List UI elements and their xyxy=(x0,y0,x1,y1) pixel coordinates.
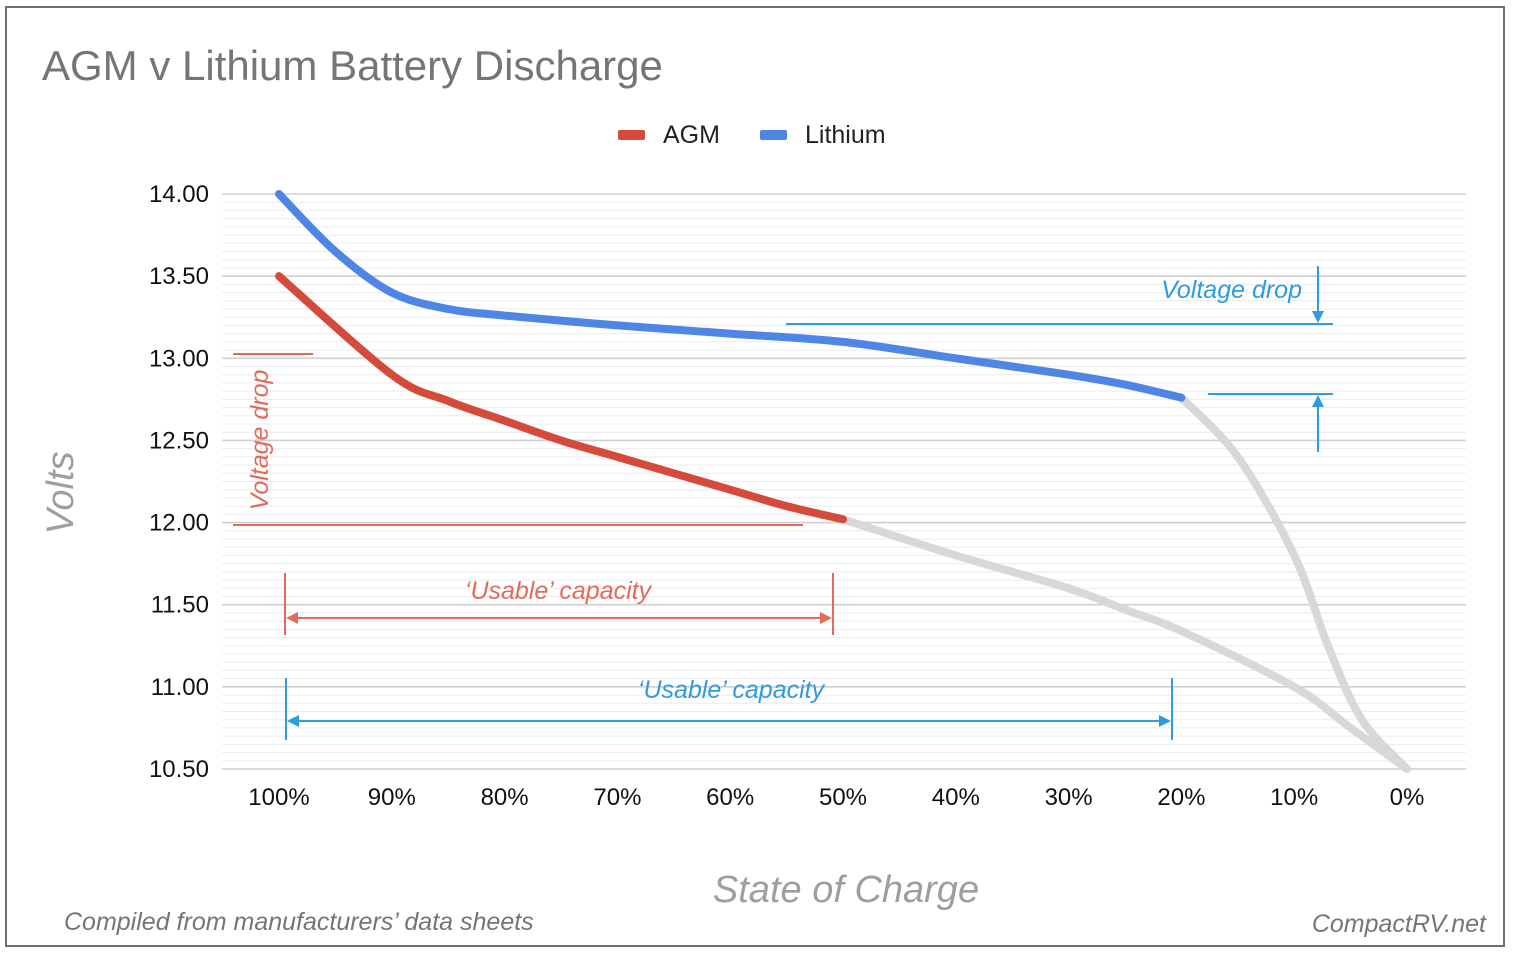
lithium-usable-arrow-left xyxy=(287,715,299,727)
x-axis-title: State of Charge xyxy=(713,869,979,911)
series-agm-line xyxy=(275,272,847,524)
agm-usable-label: ‘Usable’ capacity xyxy=(465,577,653,605)
legend-swatch-agm xyxy=(618,130,645,140)
x-tick-labels: 100% 90% 80% 70% 60% 50% 40% 30% 20% 10% 0% xyxy=(248,784,1424,811)
footer-source: Compiled from manufacturers’ data sheets xyxy=(64,908,534,936)
x-tick-label: 0% xyxy=(1390,784,1425,811)
series-lithium-continuation-line xyxy=(1177,393,1411,773)
lithium-drop-down-arrow-head xyxy=(1312,311,1324,323)
legend-label-agm: AGM xyxy=(663,121,720,149)
y-tick-label: 12.50 xyxy=(149,427,209,454)
agm-voltage-drop-label: Voltage drop xyxy=(246,369,274,510)
chart-title: AGM v Lithium Battery Discharge xyxy=(42,42,663,89)
lithium-voltage-drop-annotation: Voltage drop xyxy=(786,266,1333,452)
legend-swatch-lithium xyxy=(760,130,787,140)
x-tick-label: 50% xyxy=(819,784,867,811)
lithium-usable-label: ‘Usable’ capacity xyxy=(638,676,826,704)
y-tick-label: 11.50 xyxy=(151,592,209,619)
y-tick-label: 12.00 xyxy=(149,510,209,537)
x-tick-label: 60% xyxy=(706,784,754,811)
lithium-drop-up-arrow-head xyxy=(1312,395,1324,407)
footer-credit: CompactRV.net xyxy=(1312,910,1487,938)
agm-usable-arrow-right xyxy=(820,612,832,624)
y-tick-label: 10.50 xyxy=(149,756,209,783)
series-lithium-line xyxy=(275,190,1186,402)
y-tick-label: 13.00 xyxy=(149,345,209,372)
y-tick-label: 13.50 xyxy=(149,263,209,290)
x-tick-label: 100% xyxy=(248,784,309,811)
series-layer xyxy=(275,190,1411,773)
legend: AGM Lithium xyxy=(618,121,886,149)
agm-usable-arrow-left xyxy=(286,612,298,624)
agm-usable-capacity-annotation: ‘Usable’ capacity xyxy=(284,573,834,635)
lithium-usable-capacity-annotation: ‘Usable’ capacity xyxy=(285,676,1173,740)
y-tick-labels: 14.00 13.50 13.00 12.50 12.00 11.50 11.00 10.50 xyxy=(149,181,209,783)
x-tick-label: 80% xyxy=(481,784,529,811)
agm-voltage-drop-annotation: Voltage drop xyxy=(233,353,803,526)
x-tick-label: 70% xyxy=(593,784,641,811)
x-tick-label: 40% xyxy=(932,784,980,811)
series-agm-continuation-line xyxy=(839,515,1411,773)
x-tick-label: 90% xyxy=(368,784,416,811)
x-tick-label: 20% xyxy=(1157,784,1205,811)
y-tick-label: 11.00 xyxy=(151,674,209,701)
lithium-voltage-drop-label: Voltage drop xyxy=(1161,276,1302,304)
gridlines xyxy=(222,193,1466,770)
x-tick-label: 30% xyxy=(1045,784,1093,811)
y-tick-label: 14.00 xyxy=(149,181,209,208)
x-tick-label: 10% xyxy=(1270,784,1318,811)
lithium-usable-arrow-right xyxy=(1159,715,1171,727)
y-axis-title: Volts xyxy=(40,451,82,534)
legend-label-lithium: Lithium xyxy=(805,121,886,149)
